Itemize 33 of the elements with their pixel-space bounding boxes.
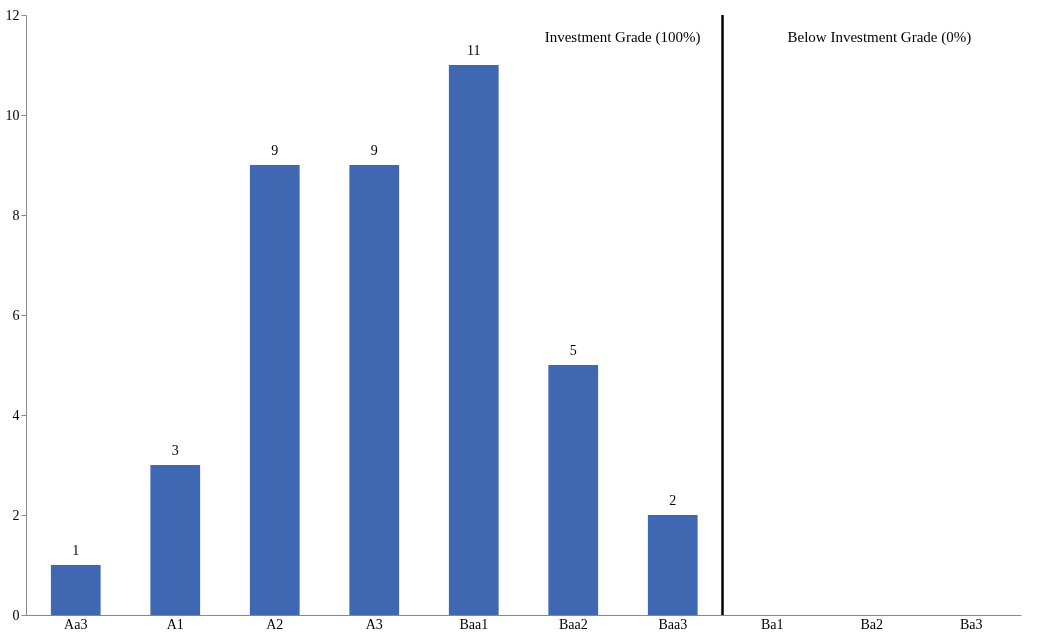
bar	[647, 515, 698, 615]
bar	[50, 565, 101, 615]
bar	[548, 365, 599, 615]
x-tick-label: Ba2	[860, 616, 884, 632]
data-label: 9	[370, 143, 378, 158]
x-tick-label: Ba1	[760, 616, 784, 632]
x-tick-label: A2	[266, 616, 284, 632]
annotation: Below Investment Grade (0%)	[787, 29, 972, 46]
data-label: 3	[171, 443, 179, 458]
y-tick-label: 2	[12, 507, 20, 523]
bar	[448, 65, 499, 615]
bar	[249, 165, 300, 615]
bar	[349, 165, 400, 615]
y-tick-label: 12	[5, 7, 20, 23]
x-tick-label: Baa2	[558, 616, 588, 632]
x-tick-label: Ba3	[959, 616, 983, 632]
x-tick-label: Baa1	[459, 616, 489, 632]
y-tick-label: 6	[12, 307, 20, 323]
x-tick-label: A3	[365, 616, 383, 632]
data-label: 11	[467, 43, 481, 58]
y-tick-label: 10	[5, 107, 20, 123]
bar	[150, 465, 201, 615]
y-tick-label: 0	[12, 607, 20, 623]
x-tick-label: Baa3	[658, 616, 688, 632]
y-tick-label: 4	[12, 407, 20, 423]
x-tick-label: A1	[166, 616, 184, 632]
annotation: Investment Grade (100%)	[544, 29, 701, 46]
data-label: 5	[569, 343, 577, 358]
data-label: 2	[669, 493, 677, 508]
data-label: 1	[72, 543, 80, 558]
x-tick-label: Aa3	[64, 616, 88, 632]
y-tick-label: 8	[12, 207, 20, 223]
data-label: 9	[271, 143, 279, 158]
